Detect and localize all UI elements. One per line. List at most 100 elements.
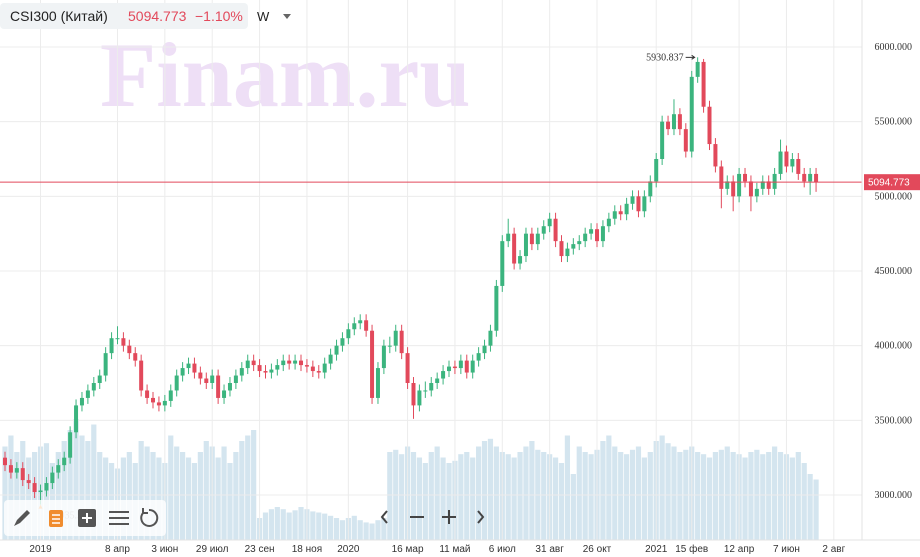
max-arrow [685,54,696,60]
candle-body [772,173,777,189]
volume-bar [434,446,440,540]
candle-body [133,353,138,361]
candle-body [227,383,232,391]
y-tick-label: 5500.000 [875,117,913,128]
volume-bar [552,457,559,540]
volume-bar [2,446,8,540]
volume-bar [180,452,186,540]
volume-bar [138,441,144,540]
volume-bar [103,457,109,540]
volume-bar [168,435,174,540]
candle-body [14,468,19,473]
candle-body [85,390,90,398]
candle-body [79,397,84,406]
candle-body [666,121,671,130]
candle-body [808,173,813,182]
candle-body [790,158,795,167]
volume-bar [458,454,464,540]
settings-button[interactable] [109,511,129,525]
volume-bar [274,507,280,540]
volume-bar [712,452,719,540]
y-tick-label: 5000.000 [875,191,913,202]
dropdown-arrow[interactable] [283,14,291,19]
candle-body [127,345,132,354]
candle-body [470,360,475,373]
volume-bar [558,463,565,540]
volume-bar [227,463,233,540]
candle-body [32,483,37,493]
volume-bar [576,446,582,540]
volume-bar [772,446,778,540]
candle-body [103,353,108,376]
volume-bar [695,452,701,540]
volume-bar [322,513,328,540]
volume-bar [665,443,671,540]
volume-bar [61,441,67,540]
volume-bar [766,452,772,540]
y-tick-label: 4500.000 [875,266,913,277]
candle-body [358,320,363,324]
candle-body [547,218,552,227]
volume-bar [677,452,683,540]
x-tick-label: 2 авг [822,544,845,555]
candle-body [612,211,617,219]
volume-bar [363,522,369,540]
x-tick-label: 18 ноя [292,544,322,555]
x-tick-label: 3 июн [151,544,178,555]
candle-body [737,173,742,197]
candle-body [731,181,736,197]
candle-body [541,226,546,234]
undo-button[interactable] [140,508,159,527]
volume-bar [481,441,488,540]
candle-body [458,360,463,369]
x-tick-label: 23 сен [245,544,275,555]
volume-bar [298,507,304,540]
volume-bar [339,520,346,540]
volume-bar [156,457,162,540]
candle-body [719,166,724,189]
candle-body [97,375,102,384]
x-tick-label: 15 фев [675,543,708,555]
candle-body [606,218,611,227]
volume-bar [659,435,665,540]
candle-body [411,383,416,406]
candle-body [535,233,540,245]
candle-body [802,173,807,182]
volume-bar [582,452,588,540]
candle-body [216,375,221,398]
volume-bar [422,463,428,540]
scroll-left[interactable] [380,510,388,524]
volume-bar [801,463,807,540]
candle-body [322,363,327,373]
volume-bar [150,452,156,540]
volume-bar [399,454,405,540]
candle-body [109,338,114,354]
candle-body [784,151,789,167]
notes-lines [52,514,60,524]
candle-body [713,144,718,167]
candle-body [683,129,688,152]
candle-body [299,360,304,366]
volume-bar [789,457,795,540]
candle-body [778,151,783,174]
candle-body [494,285,499,331]
candle-body [121,338,126,346]
zoom-in[interactable] [442,510,456,524]
candle-body [239,368,244,376]
candle-body [701,61,706,107]
scroll-right[interactable] [477,510,485,524]
candle-body [174,375,179,391]
volume-bar [730,452,736,540]
volume-bar [464,452,470,540]
candle-body [139,360,144,391]
candle-body [500,241,505,286]
x-tick-label: 31 авг [535,544,564,555]
volume-bar [493,446,499,540]
volume-bar [505,454,511,540]
candle-body [814,173,819,183]
candle-body [630,196,635,204]
period[interactable]: W [257,9,270,24]
candle-body [577,241,582,245]
volume-bar [215,457,221,540]
pencil-button[interactable] [14,510,30,526]
